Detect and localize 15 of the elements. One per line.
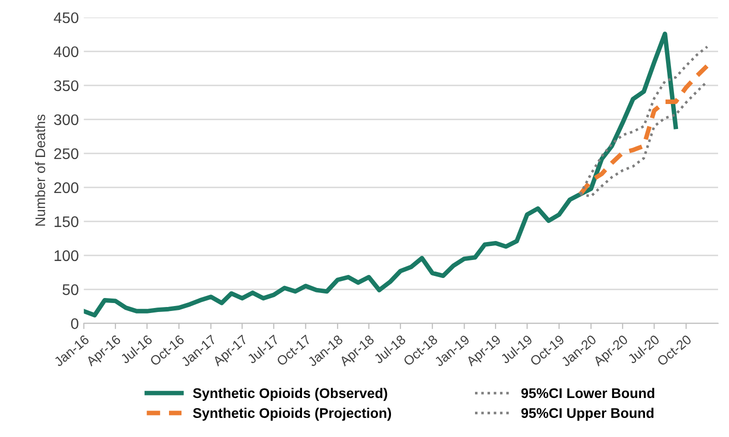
y-tick-label: 450: [54, 12, 78, 24]
y-tick-label: 400: [54, 46, 78, 58]
y-tick-label: 350: [54, 80, 78, 92]
y-tick-label: 50: [62, 284, 78, 296]
y-tick-label: 300: [54, 114, 78, 126]
legend-label: Synthetic Opioids (Observed): [193, 388, 388, 401]
y-tick-label: 150: [54, 216, 78, 228]
y-axis-title: Number of Deaths: [34, 114, 46, 226]
legend-label: 95%CI Upper Bound: [521, 408, 654, 421]
y-tick-label: 0: [71, 318, 78, 330]
legend-label: 95%CI Lower Bound: [521, 388, 654, 398]
legend-label: Synthetic Opioids (Projection): [193, 408, 392, 421]
y-tick-label: 200: [54, 182, 78, 194]
y-tick-label: 250: [54, 148, 78, 160]
y-tick-label: 100: [54, 250, 78, 262]
